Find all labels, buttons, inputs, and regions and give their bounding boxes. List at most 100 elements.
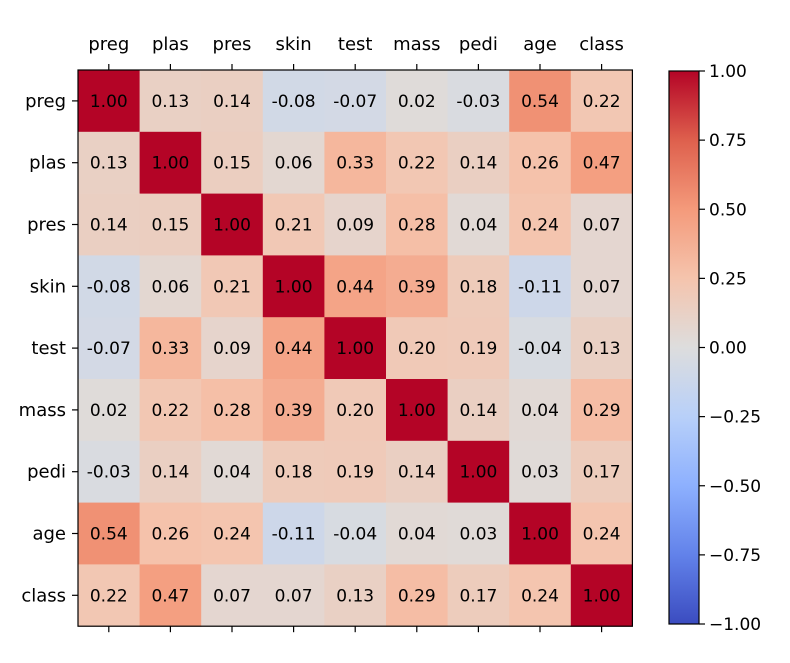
- cell-value-mass-plas: 0.22: [151, 401, 189, 421]
- cell-value-preg-skin: -0.08: [272, 92, 316, 112]
- heatmap-cell-class-class: [570, 564, 633, 627]
- heatmap-cell-test-plas: [139, 317, 202, 380]
- heatmap-cell-class-test: [324, 564, 387, 627]
- cell-value-class-preg: 0.22: [90, 586, 128, 606]
- cell-value-pedi-preg: -0.03: [87, 463, 131, 483]
- cell-value-pedi-mass: 0.14: [398, 463, 436, 483]
- cell-value-preg-mass: 0.02: [398, 92, 436, 112]
- cell-value-class-age: 0.24: [521, 586, 559, 606]
- cell-value-mass-age: 0.04: [521, 401, 559, 421]
- heatmap-cell-plas-age: [509, 131, 572, 195]
- y-tick-label-age: age: [32, 524, 66, 545]
- cell-value-class-test: 0.13: [336, 586, 374, 606]
- cell-value-pres-preg: 0.14: [90, 216, 128, 236]
- cell-value-plas-class: 0.47: [583, 154, 621, 174]
- cell-value-test-pres: 0.09: [213, 339, 251, 359]
- heatmap-cell-class-skin: [262, 564, 325, 627]
- cell-value-preg-test: -0.07: [333, 92, 377, 112]
- cell-value-pedi-test: 0.19: [336, 463, 374, 483]
- heatmap-cell-pres-pedi: [447, 193, 510, 256]
- heatmap-cell-preg-pres: [201, 70, 264, 133]
- cell-value-age-age: 1.00: [521, 525, 559, 545]
- heatmap-cell-mass-mass: [386, 379, 449, 442]
- cell-value-preg-pedi: -0.03: [456, 92, 500, 112]
- heatmap-cell-test-test: [324, 317, 387, 380]
- x-tick-label-pedi: pedi: [459, 34, 498, 55]
- cell-value-preg-class: 0.22: [583, 92, 621, 112]
- heatmap-cell-skin-pres: [201, 255, 264, 318]
- cell-value-mass-skin: 0.39: [275, 401, 313, 421]
- cell-value-skin-plas: 0.06: [151, 277, 189, 297]
- cell-value-test-plas: 0.33: [151, 339, 189, 359]
- heatmap-cell-age-pres: [201, 502, 264, 565]
- colorbar-tick-label-2: 0.50: [709, 200, 747, 220]
- cell-value-test-age: -0.04: [518, 339, 562, 359]
- cell-value-mass-test: 0.20: [336, 401, 374, 421]
- heatmap-cell-pedi-pres: [201, 440, 264, 504]
- heatmap-cell-labels: 1.00 0.13 0.14 -0.08 -0.07 0.02 -0.03 0.54 0.22 0…: [87, 92, 621, 606]
- heatmap-cell-pedi-preg: [78, 440, 141, 504]
- cell-value-age-mass: 0.04: [398, 525, 436, 545]
- heatmap-cell-class-preg: [78, 564, 141, 627]
- heatmap-cell-pedi-test: [324, 440, 387, 504]
- x-tick-label-test: test: [338, 34, 373, 55]
- heatmap-cell-mass-plas: [139, 379, 202, 442]
- heatmap-cell-skin-mass: [386, 255, 449, 318]
- heatmap-cell-class-mass: [386, 564, 449, 627]
- cell-value-skin-pres: 0.21: [213, 277, 251, 297]
- heatmap-cell-test-age: [509, 317, 572, 380]
- cell-value-preg-age: 0.54: [521, 92, 559, 112]
- heatmap-cell-age-plas: [139, 502, 202, 565]
- heatmap-cell-skin-pedi: [447, 255, 510, 318]
- heatmap-cell-class-age: [509, 564, 572, 627]
- heatmap-cell-pres-pres: [201, 193, 264, 256]
- cell-value-class-pedi: 0.17: [459, 586, 497, 606]
- x-tick-label-pres: pres: [213, 34, 252, 55]
- cell-value-skin-test: 0.44: [336, 277, 374, 297]
- heatmap-cell-preg-mass: [386, 70, 449, 133]
- cell-value-test-skin: 0.44: [275, 339, 313, 359]
- cell-value-age-preg: 0.54: [90, 525, 128, 545]
- heatmap-cell-mass-skin: [262, 379, 325, 442]
- heatmap-cell-test-pedi: [447, 317, 510, 380]
- cell-value-mass-class: 0.29: [583, 401, 621, 421]
- cell-value-skin-pedi: 0.18: [459, 277, 497, 297]
- heatmap-cell-plas-mass: [386, 131, 449, 195]
- y-tick-label-preg: preg: [25, 91, 66, 112]
- x-tick-label-mass: mass: [393, 34, 440, 55]
- heatmap-cell-age-test: [324, 502, 387, 565]
- cell-value-skin-mass: 0.39: [398, 277, 436, 297]
- cell-value-preg-plas: 0.13: [151, 92, 189, 112]
- cell-value-skin-age: -0.11: [518, 277, 562, 297]
- cell-value-pres-skin: 0.21: [275, 216, 313, 236]
- y-tick-label-pedi: pedi: [27, 462, 66, 483]
- heatmap-cell-age-age: [509, 502, 572, 565]
- heatmap-cell-age-class: [570, 502, 633, 565]
- heatmap-cell-pres-age: [509, 193, 572, 256]
- cell-value-mass-pres: 0.28: [213, 401, 251, 421]
- heatmap-cell-pedi-age: [509, 440, 572, 504]
- heatmap-cell-preg-age: [509, 70, 572, 133]
- heatmap-cell-mass-pres: [201, 379, 264, 442]
- cell-value-age-skin: -0.11: [272, 525, 316, 545]
- cell-value-pres-pedi: 0.04: [459, 216, 497, 236]
- heatmap-cell-skin-age: [509, 255, 572, 318]
- cell-value-age-pedi: 0.03: [459, 525, 497, 545]
- heatmap-cell-pres-test: [324, 193, 387, 256]
- heatmap-cells: [78, 70, 633, 627]
- heatmap-cell-preg-preg: [78, 70, 141, 133]
- cell-value-class-pres: 0.07: [213, 586, 251, 606]
- cell-value-plas-plas: 1.00: [151, 154, 189, 174]
- heatmap-cell-plas-class: [570, 131, 633, 195]
- heatmap-cell-pres-mass: [386, 193, 449, 256]
- heatmap-cell-age-skin: [262, 502, 325, 565]
- heatmap-cell-age-pedi: [447, 502, 510, 565]
- cell-value-mass-pedi: 0.14: [459, 401, 497, 421]
- x-axis-bottom-ticks: [108, 626, 603, 633]
- cell-value-plas-test: 0.33: [336, 154, 374, 174]
- cell-value-plas-preg: 0.13: [90, 154, 128, 174]
- heatmap-cell-skin-preg: [78, 255, 141, 318]
- colorbar-tick-label-6: −0.50: [709, 477, 761, 497]
- heatmap-cell-plas-plas: [139, 131, 202, 195]
- cell-value-skin-preg: -0.08: [87, 277, 131, 297]
